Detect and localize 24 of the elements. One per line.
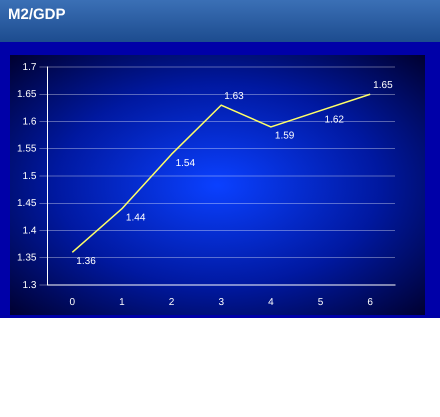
x-tick-label: 4 bbox=[268, 296, 274, 308]
chart-title: M2/GDP bbox=[8, 6, 66, 23]
data-label: 1.54 bbox=[176, 158, 196, 169]
y-tick-label: 1.45 bbox=[16, 198, 37, 209]
x-tick-label: 1 bbox=[119, 296, 126, 308]
y-tick-label: 1.65 bbox=[16, 89, 37, 100]
y-tick-label: 1.7 bbox=[22, 62, 37, 73]
y-tick-label: 1.35 bbox=[16, 252, 37, 264]
x-tick-label: 2 bbox=[168, 296, 175, 308]
x-tick-label: 6 bbox=[367, 296, 374, 308]
y-tick-label: 1.3 bbox=[22, 280, 37, 291]
data-label: 1.65 bbox=[373, 80, 394, 91]
data-label: 1.44 bbox=[126, 212, 146, 224]
x-tick-label: 3 bbox=[218, 296, 224, 308]
x-tick-label: 5 bbox=[318, 296, 324, 308]
y-tick-label: 1.6 bbox=[22, 116, 37, 128]
data-label: 1.63 bbox=[224, 90, 244, 102]
data-label: 1.36 bbox=[76, 256, 96, 268]
data-label: 1.62 bbox=[324, 114, 344, 126]
y-tick-label: 1.5 bbox=[22, 170, 37, 182]
x-tick-label: 0 bbox=[70, 296, 76, 308]
y-tick-label: 1.4 bbox=[22, 225, 37, 236]
data-label: 1.59 bbox=[274, 130, 295, 142]
y-tick-label: 1.55 bbox=[16, 144, 37, 154]
